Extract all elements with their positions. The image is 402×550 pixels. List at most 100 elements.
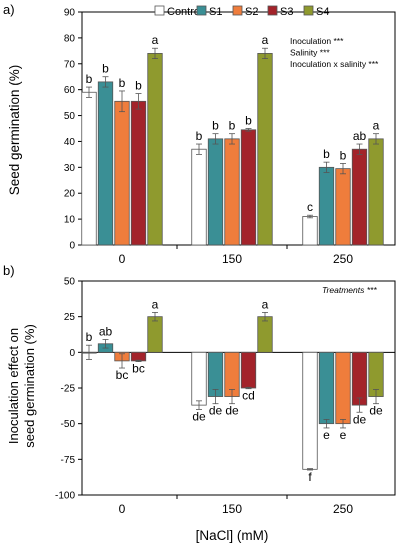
bar-control xyxy=(81,91,97,246)
legend-label: S1 xyxy=(209,6,222,18)
x-axis-title: [NaCl] (mM) xyxy=(196,528,269,543)
significance-letter: c xyxy=(307,200,313,214)
y-tick-label: 0 xyxy=(69,241,75,252)
stats-annotation: Inoculation *** xyxy=(290,36,344,46)
significance-letter: de xyxy=(209,404,223,418)
significance-letter: b xyxy=(102,62,109,76)
significance-letter: b xyxy=(245,114,252,128)
legend-label: Control xyxy=(167,6,202,18)
x-category-label: 250 xyxy=(333,502,353,516)
significance-letter: bc xyxy=(116,368,129,382)
bar-s4 xyxy=(147,316,163,353)
y-axis-title-line: Inoculation effect on xyxy=(6,328,21,444)
y-axis-title: Inoculation effect onseed germination (%… xyxy=(6,324,37,448)
bar-control xyxy=(191,148,207,246)
significance-letter: a xyxy=(373,119,380,133)
y-tick-label: -50 xyxy=(61,419,76,430)
bar-s1 xyxy=(97,81,114,246)
bar-s4 xyxy=(257,53,273,246)
significance-letter: bc xyxy=(132,362,145,376)
legend-swatch xyxy=(267,5,278,16)
legend-label: S2 xyxy=(245,6,258,18)
significance-letter: ab xyxy=(353,129,367,143)
y-axis-title: Seed germination (%) xyxy=(7,65,22,196)
significance-letter: e xyxy=(340,428,347,442)
legend-label: S3 xyxy=(280,6,293,18)
panel-b: -100 -75 -50 -25 0 25 50 0 150 250 b de f ab de e bc de e b… xyxy=(3,263,396,543)
bar-s4 xyxy=(368,138,384,246)
legend-item-s1: S1 xyxy=(196,5,222,18)
significance-letter: b xyxy=(86,72,93,86)
legend-swatch xyxy=(232,5,243,16)
bar-control xyxy=(302,216,318,246)
y-tick-label: 10 xyxy=(64,215,76,226)
significance-letter: de xyxy=(369,404,383,418)
bar-s2 xyxy=(335,351,351,425)
y-tick-label: 0 xyxy=(69,348,75,359)
y-tick-label: -100 xyxy=(55,491,75,502)
significance-letter: e xyxy=(323,428,330,442)
bar-s2 xyxy=(335,168,351,246)
bar-s3 xyxy=(130,351,147,362)
legend-item-s3: S3 xyxy=(267,5,293,18)
y-tick-label: 50 xyxy=(64,111,76,122)
legend-item-s2: S2 xyxy=(232,5,258,18)
legend-item-s4: S4 xyxy=(303,5,329,18)
significance-letter: ab xyxy=(99,324,113,338)
y-tick-label: -75 xyxy=(61,455,76,466)
y-tick-label: 20 xyxy=(64,189,76,200)
significance-letter: a xyxy=(152,33,159,47)
significance-letter: de xyxy=(225,404,239,418)
significance-letter: a xyxy=(262,297,269,311)
x-category-label: 0 xyxy=(119,502,126,516)
significance-letter: a xyxy=(262,33,269,47)
x-category-label: 0 xyxy=(119,252,126,266)
y-tick-label: 25 xyxy=(64,312,76,323)
significance-letter: b xyxy=(229,119,236,133)
y-tick-label: 50 xyxy=(64,277,76,288)
bar-s1 xyxy=(318,166,335,246)
y-tick-label: -25 xyxy=(61,384,76,395)
bar-s3 xyxy=(351,351,368,406)
x-category-label: 150 xyxy=(222,502,242,516)
bar-s3 xyxy=(351,148,368,246)
significance-letter: a xyxy=(152,297,159,311)
stats-annotation: Inoculation x salinity *** xyxy=(290,59,379,69)
panel-label: b) xyxy=(3,263,15,278)
panel-label: a) xyxy=(3,2,15,17)
bar-control xyxy=(191,351,207,406)
y-tick-label: 70 xyxy=(64,59,76,70)
legend-item-control: Control xyxy=(154,5,202,18)
stats-annotation: Salinity *** xyxy=(290,48,330,58)
bar-s2 xyxy=(224,138,240,246)
y-tick-label: 80 xyxy=(64,33,76,44)
legend-swatch xyxy=(303,5,314,16)
significance-letter: b xyxy=(323,147,330,161)
bar-s4 xyxy=(257,316,273,353)
significance-letter: b xyxy=(119,76,126,90)
significance-letter: f xyxy=(308,470,312,484)
bar-s4 xyxy=(147,53,163,246)
significance-letter: b xyxy=(135,79,142,93)
x-category-label: 150 xyxy=(222,252,242,266)
y-tick-label: 90 xyxy=(64,8,76,19)
significance-letter: b xyxy=(340,148,347,162)
significance-letter: b xyxy=(212,119,219,133)
bar-s1 xyxy=(318,351,335,425)
significance-letter: b xyxy=(196,129,203,143)
significance-letter: b xyxy=(86,330,93,344)
legend-swatch xyxy=(154,5,165,16)
x-category-label: 250 xyxy=(333,252,353,266)
bar-s3 xyxy=(240,351,257,389)
bar-s3 xyxy=(240,129,257,246)
bar-s1 xyxy=(207,138,224,246)
y-tick-label: 60 xyxy=(64,85,76,96)
legend-label: S4 xyxy=(316,6,329,18)
bar-s2 xyxy=(114,100,130,246)
legend-swatch xyxy=(196,5,207,16)
y-tick-label: 40 xyxy=(64,137,76,148)
significance-letter: de xyxy=(192,409,206,423)
bar-control xyxy=(302,351,318,470)
